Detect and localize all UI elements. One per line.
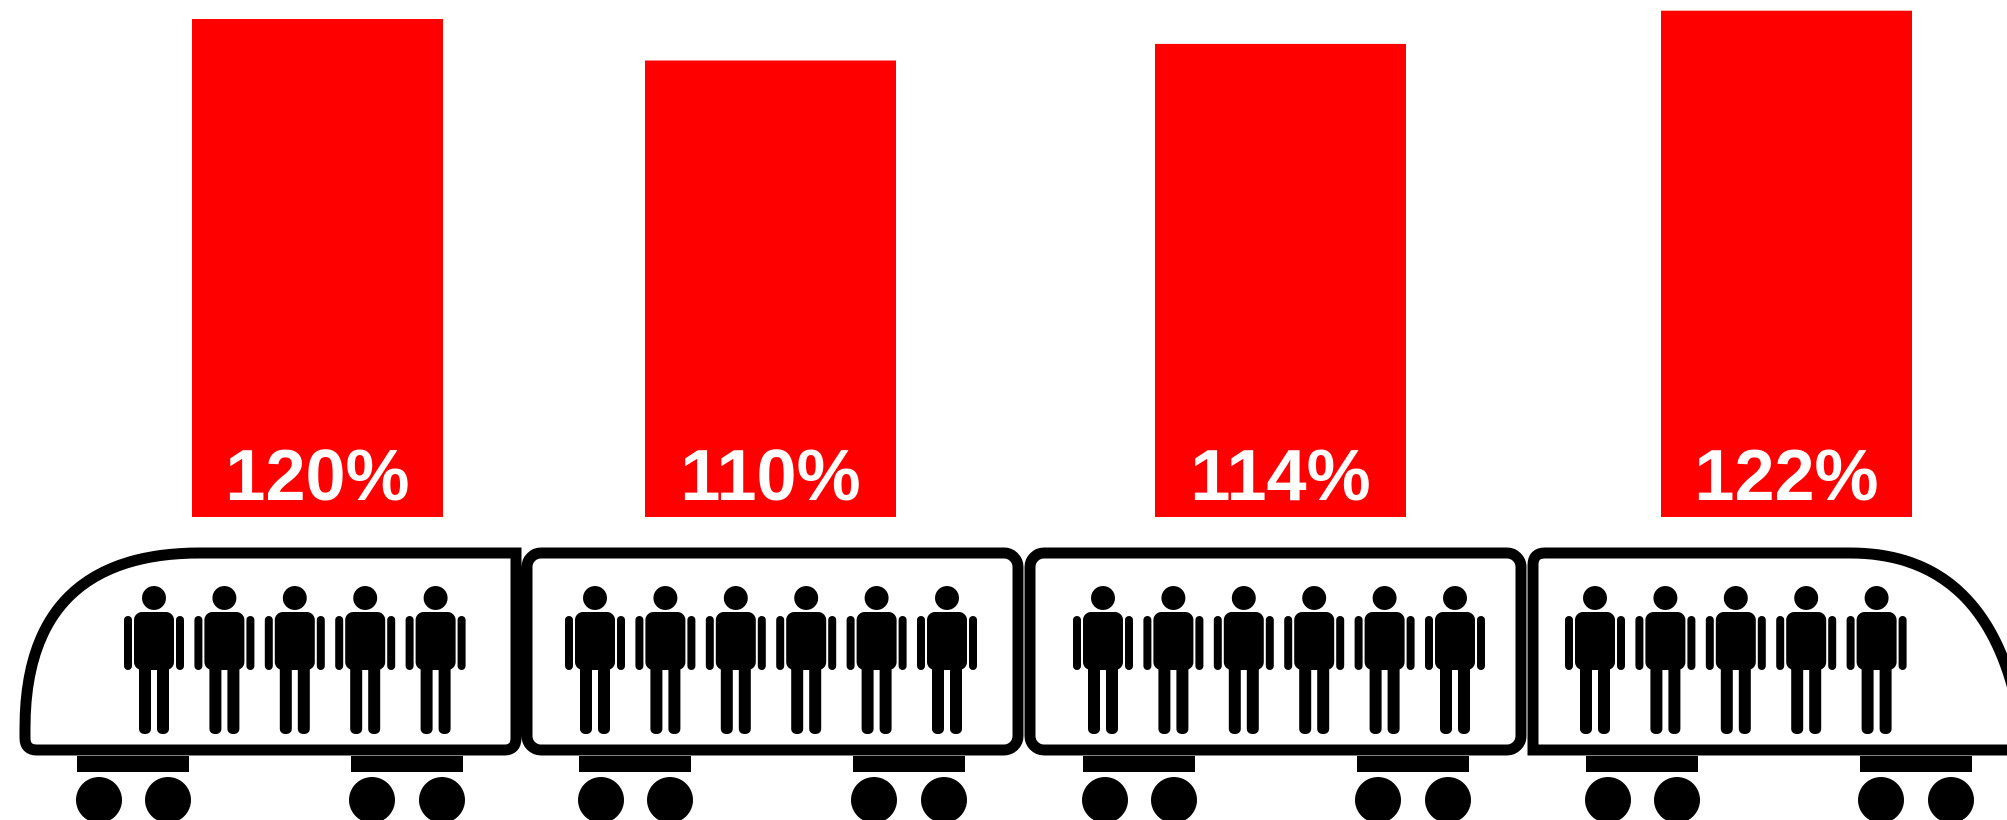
bogie [1586, 756, 1698, 772]
wheel [145, 777, 191, 820]
bogie [77, 756, 189, 772]
train-car [521, 547, 1024, 756]
wheel [1355, 777, 1401, 820]
wheel [1425, 777, 1471, 820]
wheel [76, 777, 122, 820]
value-label: 114% [1190, 436, 1370, 516]
bar [1155, 43, 1406, 518]
bogie [579, 756, 691, 772]
value-label: 110% [680, 436, 860, 516]
wheel [1928, 777, 1974, 820]
bar [192, 19, 443, 517]
bar [1661, 10, 1912, 517]
wheel [349, 777, 395, 820]
wheel [647, 777, 693, 820]
bogie [1083, 756, 1195, 772]
wheel [578, 777, 624, 820]
train [19, 547, 2007, 820]
wheel [1585, 777, 1631, 820]
wheel [1654, 777, 1700, 820]
wheel [921, 777, 967, 820]
wheel [851, 777, 897, 820]
wheel [419, 777, 465, 820]
bogie [853, 756, 965, 772]
value-label: 122% [1694, 436, 1878, 516]
wheel [1151, 777, 1197, 820]
bogie [351, 756, 463, 772]
bogie [1357, 756, 1469, 772]
wheel [1082, 777, 1128, 820]
bogie [1860, 756, 1972, 772]
wheel [1858, 777, 1904, 820]
bar [645, 60, 896, 517]
value-label: 120% [225, 436, 409, 516]
